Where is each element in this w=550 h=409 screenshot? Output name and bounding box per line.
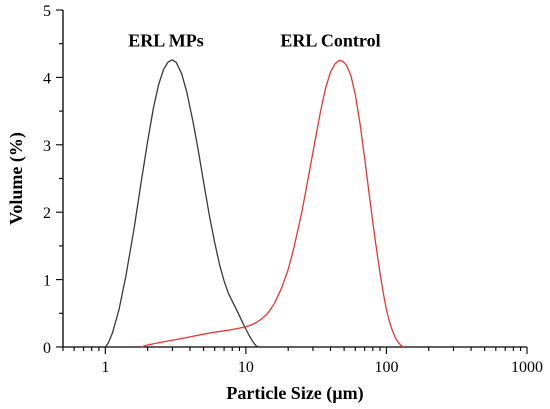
- y-tick-label: 2: [43, 205, 51, 222]
- y-tick-label: 3: [43, 138, 51, 155]
- x-tick-label: 1000: [511, 359, 543, 376]
- x-axis-title: Particle Size (µm): [226, 383, 363, 404]
- plot-frame: [62, 10, 527, 348]
- annotations: ERL MPs ERL Control: [128, 30, 380, 50]
- y-tick-label: 4: [43, 70, 51, 87]
- y-tick-label: 1: [43, 273, 51, 290]
- series-line-1: [141, 59, 404, 348]
- x-tick-label: 10: [238, 359, 254, 376]
- series-layer: [104, 59, 404, 348]
- x-axis-ticks: 1 10 100 1000: [62, 347, 543, 376]
- series-annotation: ERL MPs: [128, 30, 204, 50]
- y-axis-ticks: 0 1 2 3 4 5: [43, 3, 63, 357]
- series-line-0: [104, 59, 259, 348]
- x-tick-label: 100: [374, 359, 398, 376]
- series-annotation: ERL Control: [280, 30, 380, 50]
- y-tick-label: 5: [43, 3, 51, 20]
- x-tick-label: 1: [101, 359, 109, 376]
- y-tick-label: 0: [43, 340, 51, 357]
- y-axis-title: Volume (%): [6, 132, 27, 225]
